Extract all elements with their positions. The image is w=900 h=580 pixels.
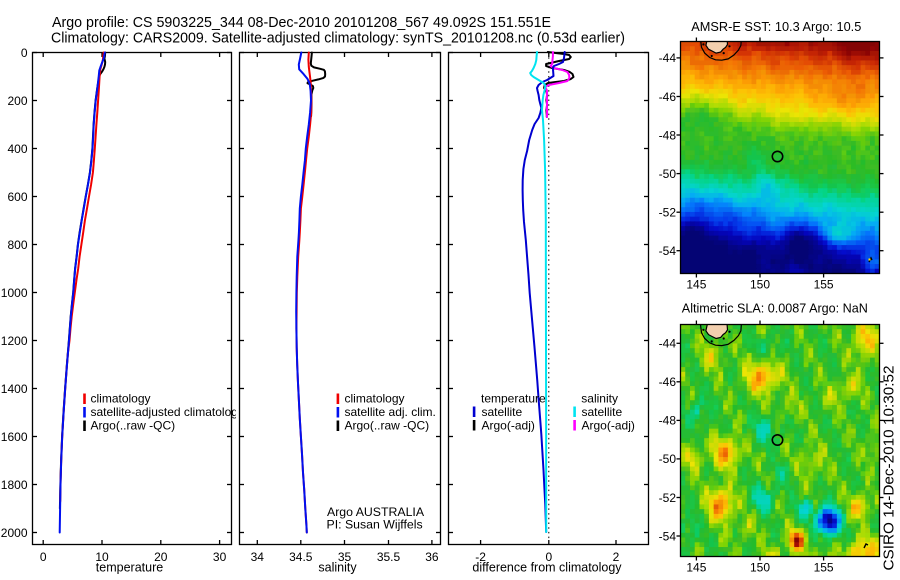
svg-text:35.5: 35.5 <box>377 550 401 564</box>
svg-text:30: 30 <box>213 550 227 564</box>
svg-text:155: 155 <box>814 561 834 575</box>
svg-text:-50: -50 <box>659 167 677 181</box>
svg-text:AMSR-E SST: 10.3 Argo: 10.5: AMSR-E SST: 10.3 Argo: 10.5 <box>691 19 861 34</box>
svg-text:-50: -50 <box>659 452 677 466</box>
svg-text:145: 145 <box>686 278 706 292</box>
svg-text:34: 34 <box>251 550 265 564</box>
svg-text:salinity: salinity <box>581 392 618 406</box>
svg-text:satellite-adjusted climatology: satellite-adjusted climatology <box>91 405 244 419</box>
svg-text:150: 150 <box>750 278 770 292</box>
svg-text:36: 36 <box>425 550 439 564</box>
svg-text:Argo AUSTRALIA: Argo AUSTRALIA <box>327 505 425 519</box>
svg-text:2: 2 <box>613 550 620 564</box>
svg-text:150: 150 <box>750 561 770 575</box>
svg-text:difference from climatology: difference from climatology <box>472 561 622 575</box>
svg-text:-46: -46 <box>659 375 677 389</box>
svg-text:35: 35 <box>338 550 352 564</box>
svg-text:Argo(..raw -QC): Argo(..raw -QC) <box>345 419 430 433</box>
svg-text:200: 200 <box>7 94 27 108</box>
svg-text:satellite: satellite <box>582 405 623 419</box>
svg-text:Argo profile: CS 5903225_344 0: Argo profile: CS 5903225_344 08-Dec-2010… <box>52 14 551 31</box>
svg-text:satellite adj. clim.: satellite adj. clim. <box>345 405 436 419</box>
svg-text:1400: 1400 <box>1 382 28 396</box>
svg-text:climatology: climatology <box>345 392 405 406</box>
svg-text:Climatology: CARS2009. Satelli: Climatology: CARS2009. Satellite-adjuste… <box>51 30 625 47</box>
svg-text:1800: 1800 <box>1 478 28 492</box>
svg-text:-48: -48 <box>659 128 677 142</box>
svg-text:Argo(..raw -QC): Argo(..raw -QC) <box>91 419 176 433</box>
svg-text:800: 800 <box>7 238 27 252</box>
svg-text:1200: 1200 <box>1 334 28 348</box>
svg-text:Argo(-adj): Argo(-adj) <box>482 419 535 433</box>
svg-text:20: 20 <box>154 550 168 564</box>
svg-text:155: 155 <box>814 278 834 292</box>
svg-text:145: 145 <box>686 561 706 575</box>
svg-text:400: 400 <box>7 142 27 156</box>
svg-text:34.5: 34.5 <box>289 550 313 564</box>
svg-text:2000: 2000 <box>1 526 28 540</box>
svg-text:-48: -48 <box>659 414 677 428</box>
svg-text:-2: -2 <box>475 550 486 564</box>
svg-text:climatology: climatology <box>91 392 151 406</box>
svg-text:CSIRO 14-Dec-2010 10:30:52: CSIRO 14-Dec-2010 10:30:52 <box>882 366 898 571</box>
svg-text:Altimetric SLA: 0.0087 Argo: N: Altimetric SLA: 0.0087 Argo: NaN <box>682 301 868 316</box>
svg-text:-46: -46 <box>659 90 677 104</box>
svg-text:1600: 1600 <box>1 430 28 444</box>
svg-text:0: 0 <box>40 550 47 564</box>
svg-text:temperature: temperature <box>481 392 546 406</box>
svg-text:-44: -44 <box>659 51 677 65</box>
svg-text:0: 0 <box>545 550 552 564</box>
svg-text:600: 600 <box>7 190 27 204</box>
svg-text:-52: -52 <box>659 206 677 220</box>
svg-text:-44: -44 <box>659 337 677 351</box>
svg-text:Argo(-adj): Argo(-adj) <box>582 419 635 433</box>
svg-text:temperature: temperature <box>96 561 163 575</box>
svg-text:PI: Susan Wijffels: PI: Susan Wijffels <box>327 518 423 532</box>
svg-text:satellite: satellite <box>482 405 523 419</box>
svg-text:10: 10 <box>95 550 109 564</box>
svg-text:-54: -54 <box>659 529 677 543</box>
svg-text:1000: 1000 <box>1 286 28 300</box>
svg-text:-54: -54 <box>659 244 677 258</box>
svg-text:0: 0 <box>21 46 28 60</box>
svg-text:salinity: salinity <box>318 561 357 575</box>
svg-text:-52: -52 <box>659 491 677 505</box>
